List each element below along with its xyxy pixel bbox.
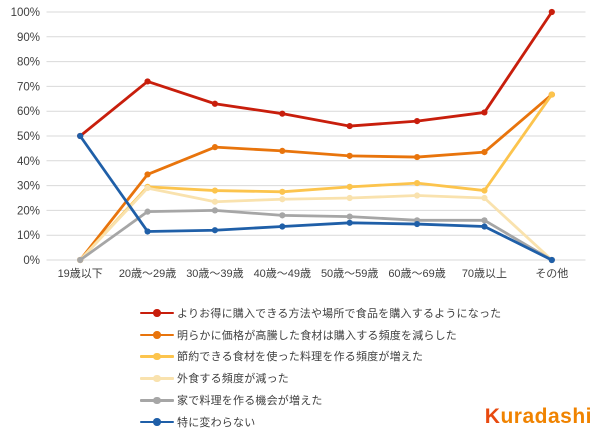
data-point — [481, 187, 488, 194]
series-line-2 — [78, 93, 554, 262]
plot-area: 0% 10% 20% 30% 40% 50% 60% 70% 80% 90% 100% 19歳以下 20… — [11, 7, 586, 280]
data-point — [144, 171, 151, 178]
data-point — [211, 207, 219, 214]
series-line-1 — [78, 93, 554, 262]
data-point — [481, 217, 488, 224]
data-point — [548, 91, 555, 98]
y-axis-tick-label: 90% — [17, 32, 40, 44]
y-axis-tick-label: 30% — [17, 181, 40, 193]
data-point — [346, 183, 353, 190]
legend-marker-orange — [140, 330, 174, 340]
legend-label: よりお得に購入できる方法や場所で食品を購入するようになった — [177, 307, 502, 320]
data-point — [413, 153, 421, 161]
series-line-5 — [78, 134, 554, 262]
data-point — [211, 187, 219, 194]
data-point — [413, 180, 421, 187]
data-point — [279, 196, 286, 203]
series-line-0 — [78, 10, 554, 138]
legend-item: 家で料理を作る機会が増えた — [140, 389, 501, 411]
x-axis-tick-label: 19歳以下 — [58, 267, 103, 280]
x-axis-tick-label: 40歳〜49歳 — [254, 267, 311, 280]
logo-letter-k: K — [484, 405, 501, 428]
legend-marker-gray — [140, 395, 174, 405]
data-point — [346, 219, 353, 226]
data-point — [481, 149, 488, 156]
legend-marker-red — [140, 308, 174, 318]
x-axis-tick-label: 70歳以上 — [462, 267, 507, 280]
data-point — [413, 118, 421, 125]
data-point — [144, 208, 151, 215]
legend-label: 節約できる食材を使った料理を作る頻度が増えた — [177, 351, 424, 364]
data-point — [346, 122, 353, 130]
legend-marker-yellow — [140, 351, 174, 361]
y-axis-tick-label: 80% — [17, 57, 40, 69]
data-point — [548, 256, 555, 264]
data-point — [279, 223, 286, 230]
x-axis-tick-label: その他 — [535, 267, 568, 280]
data-point — [77, 132, 84, 140]
data-point — [211, 198, 219, 205]
data-point — [346, 213, 353, 220]
legend-label: 外食する頻度が減った — [177, 373, 289, 386]
y-axis-tick-label: 10% — [17, 230, 40, 242]
data-point — [211, 144, 219, 151]
data-point — [548, 8, 555, 16]
data-point — [413, 220, 421, 228]
data-point — [481, 194, 488, 202]
y-axis-tick-label: 20% — [17, 205, 40, 217]
data-point — [144, 78, 151, 85]
series-line-4 — [78, 208, 554, 262]
legend-item: 特に変わらない — [140, 411, 501, 433]
legend-label: 明らかに価格が高騰した食材は購入する頻度を減らした — [177, 329, 457, 342]
x-axis-tick-label: 30歳〜39歳 — [186, 267, 243, 280]
data-point — [144, 184, 151, 192]
y-axis-tick-label: 50% — [17, 131, 40, 143]
data-point — [279, 188, 286, 195]
x-axis-tick-label: 20歳〜29歳 — [119, 267, 176, 280]
legend-label: 家で料理を作る機会が増えた — [177, 395, 323, 408]
data-point — [413, 192, 421, 199]
data-point — [279, 110, 286, 117]
data-point — [211, 100, 219, 107]
data-point — [481, 109, 488, 116]
y-axis-tick-label: 100% — [11, 7, 40, 19]
y-axis-tick-label: 60% — [17, 106, 40, 118]
legend-item: 外食する頻度が減った — [140, 367, 501, 389]
data-point — [211, 227, 219, 234]
logo-text: uradashi — [500, 405, 592, 428]
legend-item: よりお得に購入できる方法や場所で食品を購入するようになった — [140, 302, 501, 324]
legend-item: 節約できる食材を使った料理を作る頻度が増えた — [140, 346, 501, 368]
legend-marker-blue — [140, 417, 174, 427]
series-line-3 — [78, 186, 554, 262]
data-point — [279, 147, 286, 154]
legend-item: 明らかに価格が高騰した食材は購入する頻度を減らした — [140, 324, 501, 346]
data-point — [77, 256, 84, 264]
y-axis-tick-label: 40% — [17, 156, 40, 168]
data-point — [481, 223, 488, 230]
x-axis-tick-label: 60歳〜69歳 — [388, 267, 445, 280]
legend-label: 特に変わらない — [177, 416, 256, 429]
line-chart-svg: 0% 10% 20% 30% 40% 50% 60% 70% 80% 90% 100% 19歳以下 20… — [11, 7, 586, 280]
data-point — [279, 212, 286, 219]
legend-marker-light-yellow — [140, 373, 174, 383]
data-point — [144, 228, 151, 235]
y-axis-tick-label: 70% — [17, 81, 40, 93]
data-point — [346, 152, 353, 159]
x-axis-tick-label: 50歳〜59歳 — [321, 267, 378, 280]
chart-legend: よりお得に購入できる方法や場所で食品を購入するようになった 明らかに価格が高騰し… — [140, 302, 501, 433]
y-axis-tick-label: 0% — [23, 255, 40, 267]
kuradashi-logo: Kuradashi — [485, 405, 592, 429]
data-point — [346, 194, 353, 202]
